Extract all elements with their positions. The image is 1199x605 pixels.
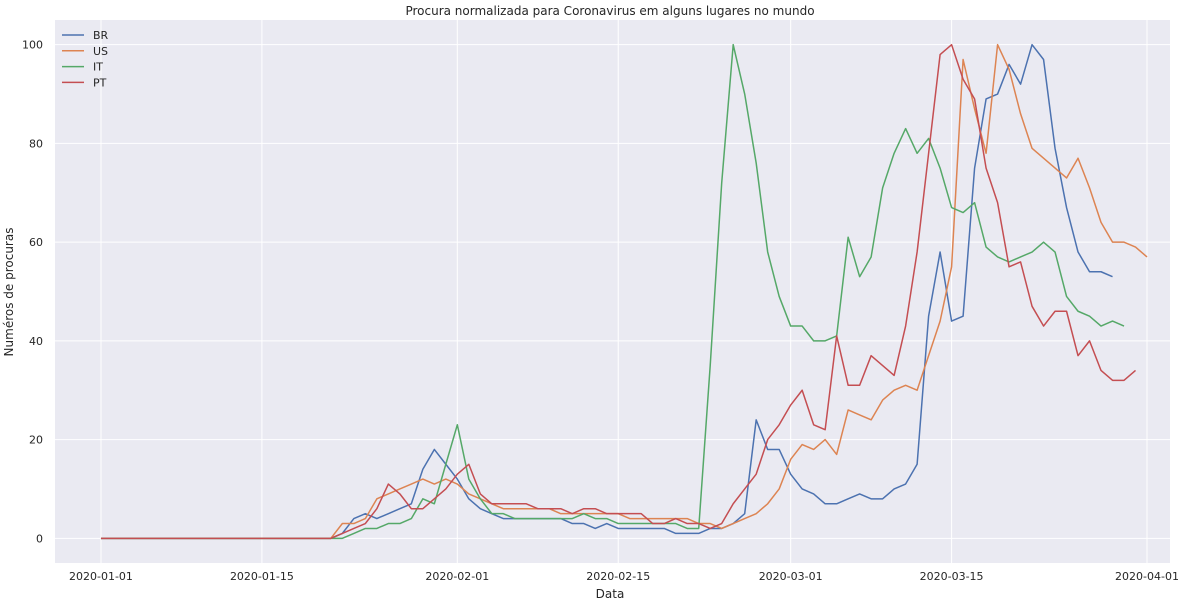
x-tick-label: 2020-03-01 bbox=[759, 570, 823, 583]
legend-label-us: US bbox=[93, 45, 108, 58]
y-tick-label: 40 bbox=[29, 335, 43, 348]
series-lines bbox=[100, 43, 1148, 540]
y-tick-label: 100 bbox=[22, 39, 43, 52]
y-tick-label: 20 bbox=[29, 434, 43, 447]
x-axis-label: Data bbox=[596, 587, 625, 601]
x-tick-label: 2020-02-01 bbox=[425, 570, 489, 583]
x-tick-label: 2020-01-01 bbox=[69, 570, 133, 583]
plot-background bbox=[55, 20, 1170, 563]
legend-label-it: IT bbox=[93, 61, 103, 74]
x-tick-label: 2020-02-15 bbox=[586, 570, 650, 583]
y-tick-label: 60 bbox=[29, 236, 43, 249]
x-tick-label: 2020-01-15 bbox=[230, 570, 294, 583]
legend-label-br: BR bbox=[93, 29, 109, 42]
y-tick-label: 0 bbox=[36, 532, 43, 545]
tick-labels: 2020-01-01 2020-01-15 2020-02-01 2020-02-15… bbox=[22, 39, 1179, 583]
chart-title: Procura normalizada para Coronavirus em … bbox=[405, 4, 814, 18]
y-axis-label: Numéros de procuras bbox=[2, 228, 16, 357]
series-line-pt bbox=[100, 43, 1137, 540]
legend: BR US IT PT bbox=[62, 29, 109, 89]
y-tick-label: 80 bbox=[29, 137, 43, 150]
legend-label-pt: PT bbox=[93, 76, 107, 89]
x-tick-label: 2020-03-15 bbox=[920, 570, 984, 583]
x-tick-label: 2020-04-01 bbox=[1115, 570, 1179, 583]
grid-lines bbox=[55, 20, 1170, 563]
